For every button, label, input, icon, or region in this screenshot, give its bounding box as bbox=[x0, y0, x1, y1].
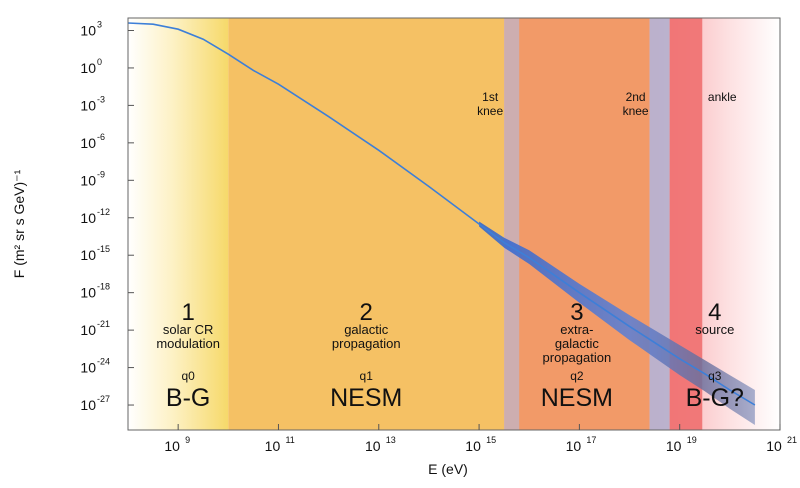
region-3-label-line-0: extra- bbox=[560, 322, 593, 337]
region-2-model-label: NESM bbox=[330, 384, 402, 412]
y-tick-label-7: 10 bbox=[80, 285, 96, 301]
region-4-q-label: q3 bbox=[708, 369, 722, 383]
y-tick-exp-7: -18 bbox=[97, 282, 110, 292]
band-1-stripe bbox=[649, 18, 670, 430]
y-tick-label-10: 10 bbox=[80, 397, 96, 413]
y-tick-label-1: 10 bbox=[80, 60, 96, 76]
y-tick-label-2: 10 bbox=[80, 97, 96, 113]
x-tick-exp-4: 17 bbox=[586, 435, 596, 445]
series-layer bbox=[128, 22, 756, 425]
region-2-q-label: q1 bbox=[360, 369, 374, 383]
region-4-label-line-0: source bbox=[695, 322, 734, 337]
plot-frame bbox=[127, 17, 781, 431]
region-1-number: 1 bbox=[181, 299, 194, 326]
band-1-label-line-1: knee bbox=[623, 104, 649, 118]
y-tick-exp-9: -24 bbox=[97, 357, 110, 367]
y-axis-label: F (m² sr s GeV)⁻¹ bbox=[11, 169, 27, 278]
series-0-line bbox=[128, 22, 756, 406]
band-0-label-line-0: 1st bbox=[482, 90, 499, 104]
y-tick-exp-5: -12 bbox=[97, 207, 110, 217]
y-tick-label-4: 10 bbox=[80, 172, 96, 188]
y-tick-exp-6: -15 bbox=[97, 244, 110, 254]
region-4-model-label: B-G? bbox=[686, 384, 744, 412]
x-tick-label-1: 10 bbox=[265, 438, 281, 454]
x-tick-label-4: 10 bbox=[566, 438, 582, 454]
region-3-number: 3 bbox=[570, 299, 583, 326]
x-tick-label-2: 10 bbox=[365, 438, 381, 454]
x-tick-exp-3: 15 bbox=[486, 435, 496, 445]
x-tick-label-0: 10 bbox=[164, 438, 180, 454]
region-2-number: 2 bbox=[360, 299, 373, 326]
band-0-stripe bbox=[504, 18, 520, 430]
y-tick-label-8: 10 bbox=[80, 322, 96, 338]
x-axis-label: E (eV) bbox=[428, 461, 468, 477]
region-3-label-line-2: propagation bbox=[543, 350, 612, 365]
x-tick-label-6: 10 bbox=[766, 438, 782, 454]
band-0-label-line-1: knee bbox=[477, 104, 503, 118]
region-4-number: 4 bbox=[708, 299, 721, 326]
region-1-label-line-1: modulation bbox=[156, 336, 220, 351]
region-1-label-line-0: solar CR bbox=[163, 322, 214, 337]
x-tick-label-5: 10 bbox=[666, 438, 682, 454]
band-1-label-line-0: 2nd bbox=[626, 90, 646, 104]
region-2-label-line-1: propagation bbox=[332, 336, 401, 351]
x-axis-ticks: 10 9 10 11 10 13 10 15 10 17 10 19 10 21 bbox=[164, 424, 797, 454]
region-3-q-label: q2 bbox=[570, 369, 584, 383]
y-tick-label-5: 10 bbox=[80, 210, 96, 226]
region-2-background bbox=[228, 18, 505, 430]
region-3-label-line-1: galactic bbox=[555, 336, 600, 351]
x-tick-exp-2: 13 bbox=[386, 435, 396, 445]
y-tick-exp-8: -21 bbox=[97, 319, 110, 329]
x-tick-exp-5: 19 bbox=[687, 435, 697, 445]
y-tick-label-9: 10 bbox=[80, 360, 96, 376]
region-3-model-label: NESM bbox=[541, 384, 613, 412]
y-tick-label-6: 10 bbox=[80, 247, 96, 263]
x-tick-exp-6: 21 bbox=[787, 435, 797, 445]
region-1-model-label: B-G bbox=[166, 384, 210, 412]
y-tick-exp-2: -3 bbox=[97, 94, 105, 104]
y-tick-exp-3: -6 bbox=[97, 132, 105, 142]
band-2-label-line-0: ankle bbox=[708, 90, 737, 104]
series-0-uncertainty-band bbox=[479, 221, 755, 425]
x-tick-label-3: 10 bbox=[465, 438, 481, 454]
y-tick-label-3: 10 bbox=[80, 135, 96, 151]
y-tick-exp-1: 0 bbox=[97, 57, 102, 67]
region-2-label-line-0: galactic bbox=[344, 322, 389, 337]
x-tick-exp-1: 11 bbox=[285, 435, 294, 445]
y-tick-exp-4: -9 bbox=[97, 169, 105, 179]
y-tick-exp-0: 3 bbox=[97, 19, 102, 29]
x-tick-exp-0: 9 bbox=[185, 435, 190, 445]
region-1-q-label: q0 bbox=[181, 369, 195, 383]
region-3-background bbox=[504, 18, 650, 430]
y-tick-exp-10: -27 bbox=[97, 394, 110, 404]
y-tick-label-0: 10 bbox=[80, 22, 96, 38]
region-1-background bbox=[128, 18, 229, 430]
